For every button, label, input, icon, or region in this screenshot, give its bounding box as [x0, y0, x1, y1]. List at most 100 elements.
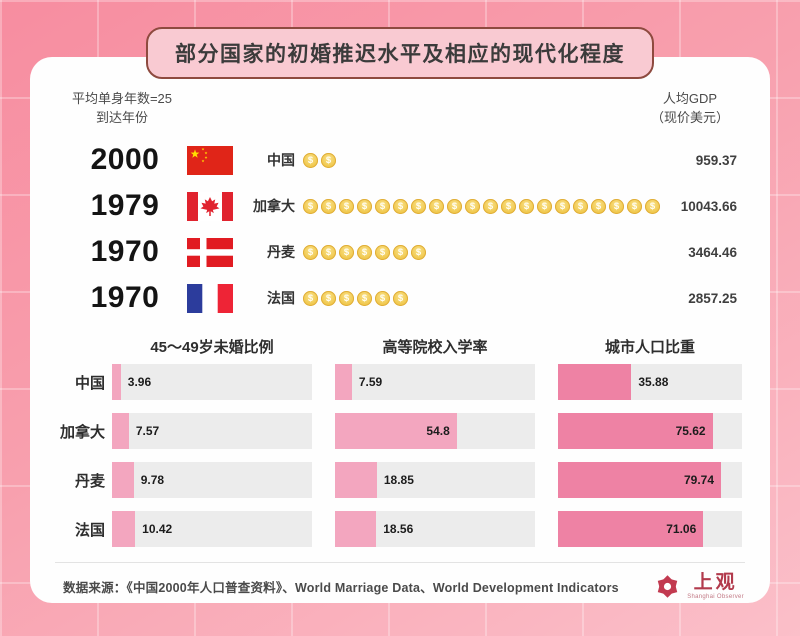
- coin-icon: $: [357, 244, 372, 260]
- bar-value-label: 7.57: [135, 424, 160, 438]
- bar-row-denmark: 丹麦 9.78 18.85 79.74: [30, 462, 770, 498]
- gdp-coin-row: $ $ $ $ $ $ $: [303, 244, 426, 260]
- coin-icon: $: [411, 198, 426, 214]
- coin-icon: $: [321, 152, 336, 168]
- bar-unmarried: 7.57: [112, 413, 312, 449]
- coin-icon: $: [645, 198, 660, 214]
- bar-value-label: 54.8: [426, 424, 450, 438]
- year-value: 1970: [90, 235, 160, 268]
- bar-row-france: 法国 10.42 18.56 71.06: [30, 511, 770, 547]
- right-header-line1: 人均GDP: [662, 91, 718, 106]
- country-name: 中国: [267, 152, 295, 168]
- coin-icon: $: [339, 198, 354, 214]
- logo-rosette-icon: [654, 574, 681, 598]
- coin-icon: $: [375, 244, 390, 260]
- footer-divider: [55, 562, 745, 563]
- bar-urban: 71.06: [558, 511, 742, 547]
- coin-icon: $: [393, 290, 408, 306]
- bar-value-label: 7.59: [358, 375, 383, 389]
- coin-icon: $: [501, 198, 516, 214]
- coin-icon: $: [411, 244, 426, 260]
- coin-icon: $: [357, 290, 372, 306]
- left-header-line2: 到达年份: [95, 110, 148, 125]
- china-flag-icon: [187, 145, 233, 175]
- logo-text: 上观 Shanghai Observer: [687, 572, 744, 600]
- gdp-value: 3464.46: [688, 244, 737, 260]
- bar-value-label: 18.85: [383, 473, 414, 487]
- coin-icon: $: [339, 290, 354, 306]
- bar-value-label: 71.06: [666, 522, 697, 536]
- coin-icon: $: [537, 198, 552, 214]
- country-row-france: 1970 法国 $ $ $ $ $ $ 2857.25: [30, 275, 770, 321]
- bar-urban: 79.74: [558, 462, 742, 498]
- country-row-denmark: 1970 丹麦 $ $ $ $ $ $ $ 3464.46: [30, 229, 770, 275]
- gdp-coin-row: $ $ $ $ $ $ $ $ $ $ $ $ $ $ $ $ $ $ $ $: [303, 198, 660, 214]
- bar-value-label: 18.56: [383, 522, 414, 536]
- right-header-line2: （现价美元）: [650, 110, 729, 125]
- right-axis-header: 人均GDP （现价美元）: [628, 89, 752, 127]
- row-label: 丹麦: [74, 472, 105, 490]
- coin-icon: $: [627, 198, 642, 214]
- coin-icon: $: [303, 290, 318, 306]
- coin-icon: $: [393, 244, 408, 260]
- data-source-text: 数据来源：《中国2000年人口普查资料》、World Marriage Data…: [63, 580, 619, 595]
- bar-row-canada: 加拿大 7.57 54.8 75.62: [30, 413, 770, 449]
- coin-icon: $: [321, 244, 336, 260]
- bar-value-label: 35.88: [638, 375, 669, 389]
- bar-value-label: 9.78: [140, 473, 165, 487]
- bar-value-label: 3.96: [127, 375, 152, 389]
- coin-icon: $: [447, 198, 462, 214]
- gdp-value: 2857.25: [688, 290, 737, 306]
- bar-value-label: 75.62: [675, 424, 706, 438]
- country-rows: 2000 中国 $ $ 959.37 1979 加拿大 $ $ $ $ $ $ $ $: [30, 137, 770, 321]
- bar-enrollment: 18.56: [335, 511, 535, 547]
- year-value: 1970: [90, 281, 160, 314]
- gdp-coin-row: $ $ $ $ $ $: [303, 290, 408, 306]
- column-header-enrollment: 高等院校入学率: [382, 339, 488, 356]
- bar-enrollment: 7.59: [335, 364, 535, 400]
- bar-value-label: 10.42: [142, 522, 173, 536]
- coin-icon: $: [321, 198, 336, 214]
- coin-icon: $: [609, 198, 624, 214]
- coin-icon: $: [303, 152, 318, 168]
- country-name: 丹麦: [267, 244, 295, 260]
- logo-english-name: Shanghai Observer: [687, 593, 744, 600]
- gdp-coin-row: $ $: [303, 152, 336, 168]
- bar-unmarried: 9.78: [112, 462, 312, 498]
- coin-icon: $: [519, 198, 534, 214]
- coin-icon: $: [321, 290, 336, 306]
- bar-enrollment: 54.8: [335, 413, 535, 449]
- year-value: 1979: [90, 189, 160, 222]
- chart-title: 部分国家的初婚推迟水平及相应的现代化程度: [146, 27, 654, 79]
- coin-icon: $: [357, 198, 372, 214]
- left-header-line1: 平均单身年数=25: [71, 91, 173, 106]
- coin-icon: $: [375, 198, 390, 214]
- coin-icon: $: [303, 198, 318, 214]
- gdp-value: 10043.66: [680, 198, 737, 214]
- column-header-urban: 城市人口比重: [604, 339, 695, 356]
- country-name: 法国: [267, 290, 295, 306]
- bar-enrollment: 18.85: [335, 462, 535, 498]
- bar-urban: 75.62: [558, 413, 742, 449]
- left-axis-header: 平均单身年数=25 到达年份: [42, 89, 202, 127]
- country-name: 加拿大: [253, 198, 295, 214]
- coin-icon: $: [339, 244, 354, 260]
- bar-column-headers: 45～49岁未婚比例 高等院校入学率 城市人口比重: [112, 336, 742, 357]
- bar-urban: 35.88: [558, 364, 742, 400]
- year-value: 2000: [90, 143, 160, 176]
- bar-rows: 中国 3.96 7.59 35.88 加拿大 7.57 54.8 75.62 丹…: [30, 364, 770, 560]
- coin-icon: $: [591, 198, 606, 214]
- row-label: 法国: [74, 521, 105, 539]
- bar-value-label: 79.74: [684, 473, 715, 487]
- denmark-flag-icon: [187, 237, 233, 267]
- coin-icon: $: [393, 198, 408, 214]
- canada-flag-icon: [187, 191, 233, 221]
- coin-icon: $: [465, 198, 480, 214]
- gdp-value: 959.37: [695, 152, 737, 168]
- bar-unmarried: 10.42: [112, 511, 312, 547]
- infographic-card: 平均单身年数=25 到达年份 人均GDP （现价美元） 2000 中国 $ $ 9…: [30, 57, 770, 603]
- coin-icon: $: [429, 198, 444, 214]
- row-label: 加拿大: [59, 423, 105, 441]
- column-header-unmarried: 45～49岁未婚比例: [150, 339, 274, 356]
